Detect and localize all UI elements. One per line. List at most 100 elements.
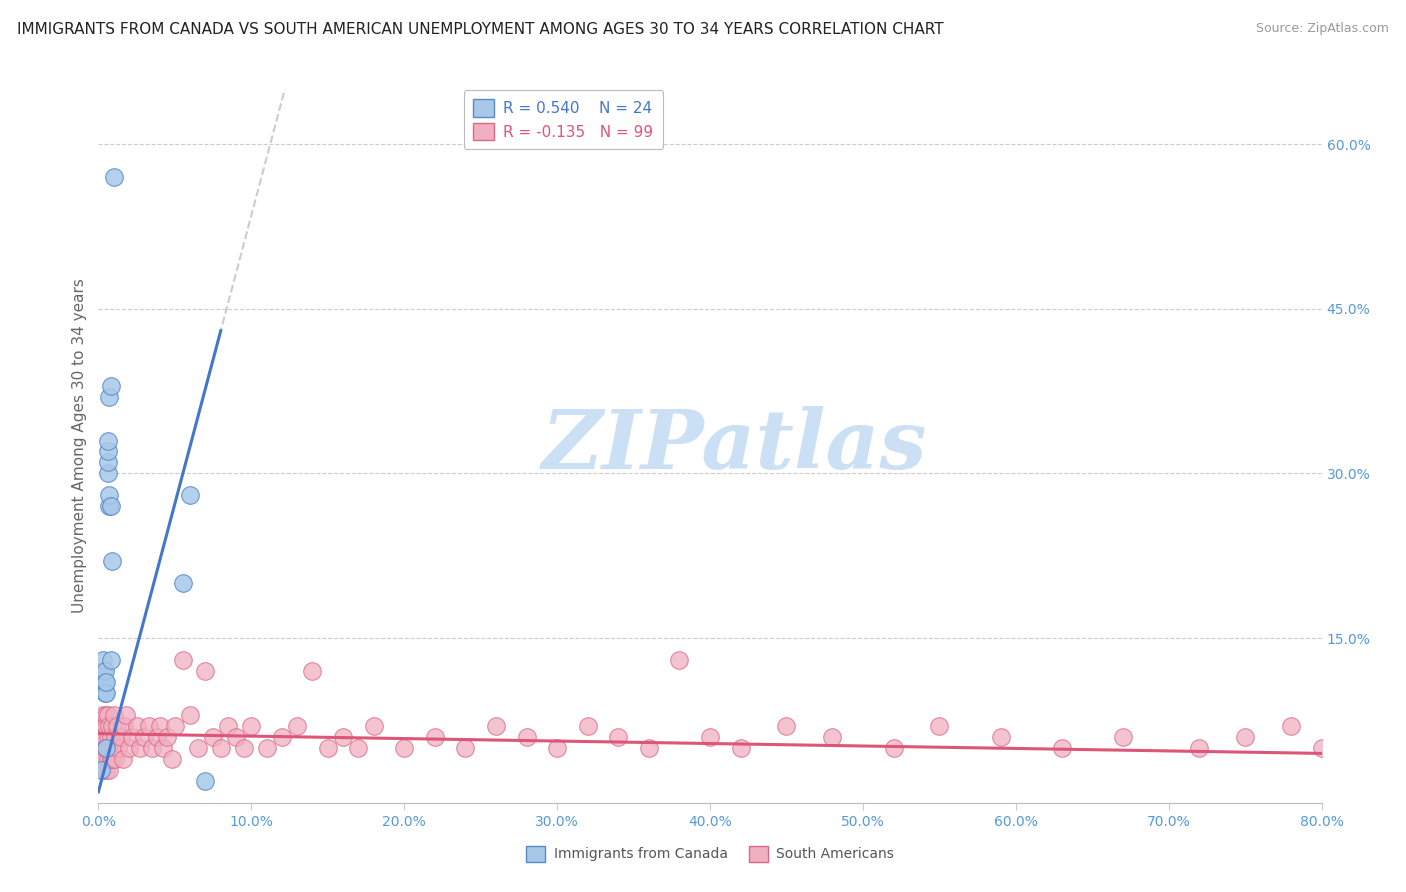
Point — [110, 730, 132, 744]
Text: Source: ZipAtlas.com: Source: ZipAtlas.com — [1256, 22, 1389, 36]
Point — [111, 752, 134, 766]
Point — [141, 740, 163, 755]
Text: ZIPatlas: ZIPatlas — [541, 406, 927, 486]
Point — [103, 169, 125, 184]
Point — [1357, 740, 1379, 755]
Point — [94, 675, 117, 690]
Point — [100, 653, 122, 667]
Point — [256, 740, 278, 755]
Point — [1279, 719, 1302, 733]
Point — [1326, 730, 1348, 744]
Point — [152, 740, 174, 755]
Point — [240, 719, 263, 733]
Point — [91, 763, 114, 777]
Point — [94, 740, 117, 755]
Point — [485, 719, 508, 733]
Point — [98, 763, 121, 777]
Point — [217, 719, 239, 733]
Point — [91, 653, 114, 667]
Point — [668, 653, 690, 667]
Point — [194, 664, 217, 678]
Point — [91, 708, 114, 723]
Point — [576, 719, 599, 733]
Point — [285, 719, 308, 733]
Point — [101, 554, 124, 568]
Point — [97, 455, 120, 469]
Point — [138, 719, 160, 733]
Point — [93, 675, 115, 690]
Point — [91, 730, 114, 744]
Point — [94, 686, 117, 700]
Point — [775, 719, 797, 733]
Point — [730, 740, 752, 755]
Point — [179, 488, 201, 502]
Point — [104, 752, 127, 766]
Point — [94, 719, 117, 733]
Point — [1112, 730, 1135, 744]
Point — [134, 730, 156, 744]
Point — [98, 488, 121, 502]
Point — [194, 773, 217, 788]
Point — [98, 390, 121, 404]
Point — [332, 730, 354, 744]
Point — [91, 664, 114, 678]
Point — [97, 752, 120, 766]
Point — [1310, 740, 1333, 755]
Point — [93, 730, 115, 744]
Point — [93, 686, 115, 700]
Point — [821, 730, 844, 744]
Point — [1371, 752, 1393, 766]
Point — [101, 719, 124, 733]
Point — [125, 719, 148, 733]
Point — [145, 730, 167, 744]
Point — [97, 730, 120, 744]
Point — [94, 708, 117, 723]
Point — [103, 740, 125, 755]
Point — [93, 664, 115, 678]
Point — [94, 740, 117, 755]
Point — [149, 719, 172, 733]
Point — [347, 740, 370, 755]
Point — [104, 730, 127, 744]
Point — [607, 730, 630, 744]
Point — [1234, 730, 1257, 744]
Point — [97, 434, 120, 448]
Point — [105, 719, 128, 733]
Point — [883, 740, 905, 755]
Point — [1402, 752, 1406, 766]
Point — [172, 576, 194, 591]
Point — [93, 752, 115, 766]
Point — [121, 730, 143, 744]
Point — [98, 719, 121, 733]
Point — [990, 730, 1012, 744]
Point — [1050, 740, 1073, 755]
Point — [546, 740, 568, 755]
Point — [100, 500, 122, 514]
Point — [97, 444, 120, 458]
Point — [699, 730, 721, 744]
Point — [101, 752, 124, 766]
Point — [516, 730, 538, 744]
Point — [928, 719, 950, 733]
Text: IMMIGRANTS FROM CANADA VS SOUTH AMERICAN UNEMPLOYMENT AMONG AGES 30 TO 34 YEARS : IMMIGRANTS FROM CANADA VS SOUTH AMERICAN… — [17, 22, 943, 37]
Point — [637, 740, 661, 755]
Point — [97, 467, 120, 481]
Point — [270, 730, 292, 744]
Point — [1386, 740, 1406, 755]
Point — [107, 740, 129, 755]
Point — [100, 752, 122, 766]
Point — [118, 740, 141, 755]
Point — [97, 708, 120, 723]
Point — [316, 740, 339, 755]
Point — [160, 752, 183, 766]
Point — [98, 740, 121, 755]
Point — [209, 740, 232, 755]
Point — [172, 653, 194, 667]
Point — [1188, 740, 1211, 755]
Point — [187, 740, 209, 755]
Point — [156, 730, 179, 744]
Point — [93, 719, 115, 733]
Legend: Immigrants from Canada, South Americans: Immigrants from Canada, South Americans — [520, 840, 900, 867]
Point — [112, 719, 135, 733]
Point — [202, 730, 225, 744]
